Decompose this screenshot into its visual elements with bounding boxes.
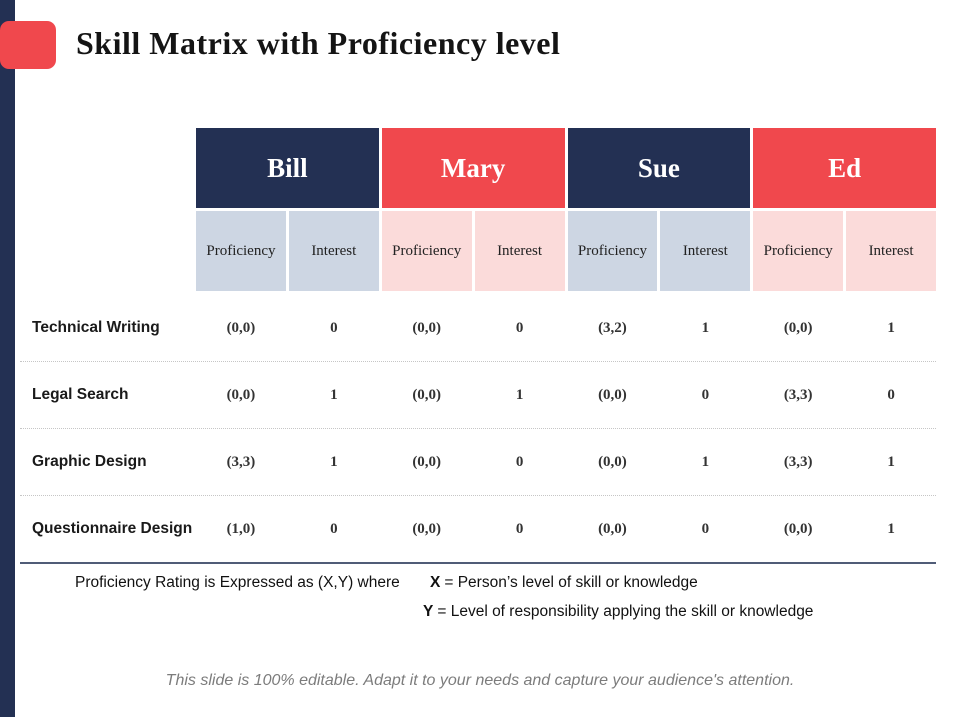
table-header-row: Bill Mary Sue Ed	[20, 128, 936, 208]
cell-value: (0,0)	[783, 520, 813, 537]
corner-spacer	[20, 128, 193, 208]
footnote-y-definition: Y = Level of responsibility applying the …	[423, 603, 813, 621]
cell-value: 0	[515, 453, 524, 470]
skill-label: Questionnaire Design	[32, 520, 193, 538]
cell-value: (0,0)	[226, 386, 256, 403]
cell-value: 0	[515, 520, 524, 537]
cell-value: (3,3)	[783, 453, 813, 470]
cell-value: (3,2)	[598, 319, 627, 336]
row-separator	[20, 428, 936, 429]
skill-label: Legal Search	[32, 386, 129, 404]
person-header-sue: Sue	[567, 128, 751, 208]
cell-value: 0	[330, 520, 338, 537]
title-accent-chip	[0, 21, 56, 69]
cell-value: (0,0)	[598, 520, 627, 537]
cell-value: 0	[330, 319, 338, 336]
subheader-interest-sue: Interest	[660, 211, 751, 291]
cell-value: 1	[330, 386, 338, 403]
subheader-interest-ed: Interest	[846, 211, 936, 291]
cell-value: 1	[330, 453, 338, 470]
subheader-interest-mary: Interest	[474, 211, 565, 291]
cell-value: 1	[701, 319, 710, 336]
cell-value: 0	[701, 520, 710, 537]
person-header-bill: Bill	[196, 128, 379, 208]
person-header-mary: Mary	[381, 128, 565, 208]
cell-value: (3,3)	[226, 453, 256, 470]
subheader-proficiency-ed: Proficiency	[753, 211, 844, 291]
table-subheader-row: Proficiency Interest Proficiency Interest Pr…	[20, 211, 936, 291]
cell-value: 1	[515, 386, 524, 403]
skill-label: Technical Writing	[32, 319, 160, 337]
cell-value: 0	[515, 319, 524, 336]
cell-value: 1	[887, 319, 895, 336]
footnote-x-definition: X = Person’s level of skill or knowledge	[430, 574, 698, 592]
cell-value: (0,0)	[412, 453, 442, 470]
table-bottom-border	[20, 562, 936, 564]
cell-value: (3,3)	[783, 386, 813, 403]
cell-value: (0,0)	[598, 386, 627, 403]
footnote-x-label: X	[430, 574, 441, 591]
editable-note: This slide is 100% editable. Adapt it to…	[165, 672, 795, 689]
cell-value: (0,0)	[412, 520, 442, 537]
cell-value: (1,0)	[226, 520, 256, 537]
left-accent-bar	[0, 0, 15, 717]
cell-value: 1	[701, 453, 710, 470]
subheader-proficiency-sue: Proficiency	[567, 211, 658, 291]
row-separator	[20, 495, 936, 496]
footnote-x-text: = Person’s level of skill or knowledge	[444, 574, 698, 591]
cell-value: (0,0)	[783, 319, 813, 336]
skill-label: Graphic Design	[32, 453, 147, 471]
page-title: Skill Matrix with Proficiency level	[76, 25, 561, 61]
table-row: Questionnaire Design (1,0) 0 (0,0) 0 (0,0) 0 (0…	[20, 496, 936, 562]
table-row: Technical Writing (0,0) 0 (0,0) 0 (3,2) 1 (0,0)…	[20, 295, 936, 361]
subheader-proficiency-bill: Proficiency	[196, 211, 286, 291]
table-row: Legal Search (0,0) 1 (0,0) 1 (0,0) 0 (3,3) 0	[20, 362, 936, 428]
subheader-interest-bill: Interest	[288, 211, 379, 291]
subheader-proficiency-mary: Proficiency	[381, 211, 472, 291]
person-header-ed: Ed	[753, 128, 936, 208]
cell-value: (0,0)	[412, 386, 442, 403]
corner-spacer	[20, 211, 193, 291]
footnote-y-label: Y	[423, 603, 434, 620]
cell-value: (0,0)	[598, 453, 627, 470]
cell-value: 1	[887, 520, 895, 537]
cell-value: (0,0)	[412, 319, 442, 336]
footnote-intro: Proficiency Rating is Expressed as (X,Y)…	[75, 574, 400, 591]
cell-value: 1	[887, 453, 895, 470]
footnote-y-text: = Level of responsibility applying the s…	[437, 603, 814, 620]
skill-matrix-table: Bill Mary Sue Ed Proficiency Interest Proficie…	[20, 128, 936, 564]
table-row: Graphic Design (3,3) 1 (0,0) 0 (0,0) 1 (3,3) 1	[20, 429, 936, 495]
row-separator	[20, 361, 936, 362]
cell-value: (0,0)	[226, 319, 256, 336]
cell-value: 0	[887, 386, 895, 403]
cell-value: 0	[701, 386, 710, 403]
